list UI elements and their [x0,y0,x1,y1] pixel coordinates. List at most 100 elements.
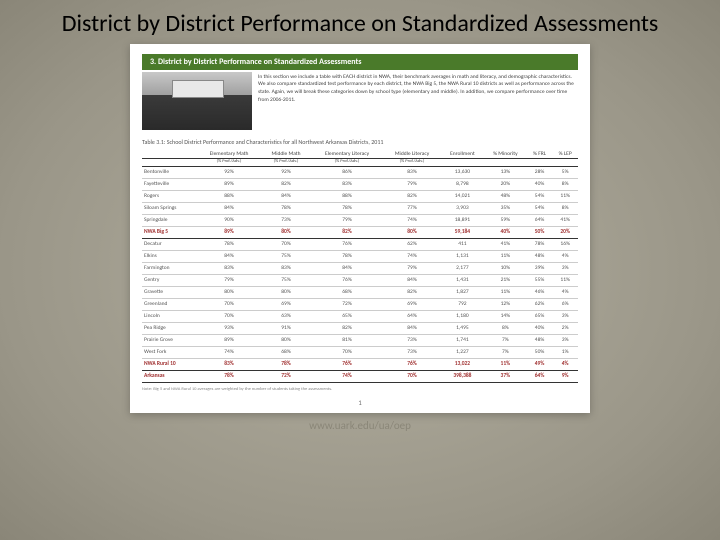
cell-value: 88% [311,190,383,202]
cell-value: 59% [484,214,527,226]
cell-value: 89% [197,334,261,346]
table-row: Greenland70%69%72%69%79212%62%6% [142,298,578,310]
cell-value: 84% [311,262,383,274]
table-row: Arkansas78%72%74%70%398,38837%64%9% [142,370,578,382]
cell-value: 8% [552,178,578,190]
district-name: Decatur [142,238,197,250]
cell-value: 11% [484,358,527,370]
cell-value: 11% [484,286,527,298]
cell-value: 12% [484,298,527,310]
cell-value: 14,021 [441,190,484,202]
cell-value: 48% [484,190,527,202]
cell-value: 80% [261,334,311,346]
cell-value: 4% [552,358,578,370]
district-name: Greenland [142,298,197,310]
table-subheader-row: (% Prof./Adv.) (% Prof./Adv.) (% Prof./A… [142,158,578,166]
table-row: West Fork74%68%70%73%1,2277%50%1% [142,346,578,358]
cell-value: 80% [197,286,261,298]
cell-value: 1,495 [441,322,484,334]
cell-value: 84% [383,274,441,286]
district-name: Gentry [142,274,197,286]
cell-value: 91% [261,322,311,334]
cell-value: 90% [197,214,261,226]
cell-value: 83% [383,166,441,178]
district-name: Fayetteville [142,178,197,190]
district-name: Arkansas [142,370,197,382]
table-row: Gentry79%75%76%84%1,43121%55%11% [142,274,578,286]
cell-value: 73% [261,214,311,226]
cell-value: 78% [527,238,553,250]
slide-title: District by District Performance on Stan… [0,0,720,44]
cell-value: 74% [383,214,441,226]
cell-value: 39% [527,262,553,274]
section-header: 3. District by District Performance on S… [142,54,578,70]
cell-value: 82% [383,286,441,298]
cell-value: 88% [197,190,261,202]
cell-value: 79% [311,214,383,226]
cell-value: 82% [261,178,311,190]
district-name: Pea Ridge [142,322,197,334]
col-mid-lit: Middle Literacy [383,150,441,159]
cell-value: 6% [552,298,578,310]
cell-value: 69% [261,298,311,310]
cell-value: 84% [383,322,441,334]
district-name: Springdale [142,214,197,226]
cell-value: 84% [261,190,311,202]
district-name: Farmington [142,262,197,274]
cell-value: 1,431 [441,274,484,286]
district-name: Bentonville [142,166,197,178]
cell-value: 8,798 [441,178,484,190]
table-header-row: Elementary Math Middle Math Elementary L… [142,150,578,159]
district-name: Rogers [142,190,197,202]
cell-value: 77% [383,202,441,214]
cell-value: 8% [484,322,527,334]
col-enrollment: Enrollment [441,150,484,159]
cell-value: 80% [383,226,441,238]
cell-value: 65% [311,310,383,322]
cell-value: 48% [527,250,553,262]
cell-value: 18,891 [441,214,484,226]
cell-value: 81% [311,334,383,346]
cell-value: 8% [552,202,578,214]
intro-text: In this section we include a table with … [258,72,578,130]
cell-value: 7% [484,346,527,358]
cell-value: 46% [527,286,553,298]
table-row: Decatur78%70%76%62%41141%78%16% [142,238,578,250]
district-name: NWA Rural 10 [142,358,197,370]
cell-value: 92% [261,166,311,178]
cell-value: 78% [311,202,383,214]
cell-value: 78% [311,250,383,262]
cell-value: 64% [383,310,441,322]
cell-value: 93% [197,322,261,334]
cell-value: 49% [527,358,553,370]
cell-value: 75% [261,274,311,286]
cell-value: 37% [484,370,527,382]
cell-value: 83% [311,178,383,190]
cell-value: 78% [261,358,311,370]
cell-value: 398,388 [441,370,484,382]
cell-value: 40% [527,322,553,334]
cell-value: 9% [552,370,578,382]
cell-value: 80% [261,226,311,238]
cell-value: 7% [484,334,527,346]
cell-value: 70% [197,298,261,310]
page-number: 1 [142,398,578,407]
cell-value: 80% [261,286,311,298]
cell-value: 21% [484,274,527,286]
cell-value: 76% [383,358,441,370]
cell-value: 1,827 [441,286,484,298]
cell-value: 84% [197,250,261,262]
cell-value: 20% [552,226,578,238]
cell-value: 3% [552,310,578,322]
cell-value: 792 [441,298,484,310]
cell-value: 78% [197,238,261,250]
cell-value: 76% [311,274,383,286]
cell-value: 82% [311,322,383,334]
cell-value: 76% [311,358,383,370]
table-row: Fayetteville89%82%83%79%8,79820%40%8% [142,178,578,190]
cell-value: 70% [311,346,383,358]
cell-value: 4% [552,250,578,262]
cell-value: 78% [197,370,261,382]
cell-value: 411 [441,238,484,250]
cell-value: 73% [383,334,441,346]
